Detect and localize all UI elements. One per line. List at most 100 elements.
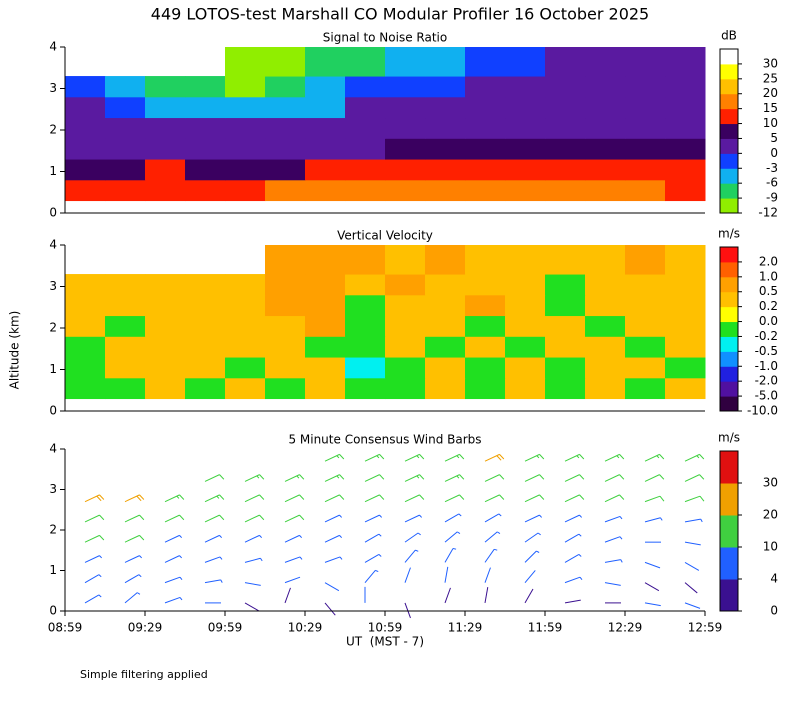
wind-barb [524, 474, 545, 482]
heatmap-cell [545, 315, 586, 337]
heatmap-cell [585, 377, 626, 400]
heatmap-cell [425, 47, 466, 77]
heatmap-cell [345, 274, 386, 296]
y-tick-label: 3 [49, 279, 57, 293]
heatmap-cell [425, 274, 466, 296]
wind-barb [484, 587, 489, 603]
heatmap-cell [545, 377, 586, 400]
heatmap-cell [425, 377, 466, 400]
heatmap-cell [145, 336, 186, 358]
heatmap-cell [145, 377, 186, 400]
heatmap-cell [545, 357, 586, 379]
y-tick-label: 1 [49, 563, 57, 577]
wind-barb [324, 556, 343, 563]
heatmap-cell [225, 159, 266, 181]
heatmap-cell [345, 117, 386, 139]
heatmap-cell [65, 179, 106, 202]
heatmap-cell [185, 138, 226, 160]
colorbar-block [720, 49, 738, 65]
heatmap-cell [665, 96, 706, 119]
colorbar-label: 0 [770, 604, 778, 618]
heatmap-cell [265, 96, 306, 119]
heatmap-cell [385, 47, 426, 77]
heatmap-cell [225, 47, 266, 77]
wind-barb [604, 582, 621, 586]
colorbar-block [720, 123, 738, 139]
colorbar-label: -0.5 [755, 344, 778, 358]
heatmap-cell [625, 159, 666, 181]
heatmap-cell [545, 159, 586, 181]
wind-barb [684, 541, 701, 546]
heatmap-cell [185, 76, 226, 98]
heatmap-cell [105, 179, 146, 202]
heatmap-cell [385, 294, 426, 317]
wind-barb [564, 514, 583, 523]
x-tick-label: 09:59 [208, 621, 243, 635]
heatmap-cell [105, 76, 146, 98]
heatmap-cell [185, 294, 226, 317]
wind-barb [284, 494, 305, 503]
wind-barb [684, 582, 698, 594]
heatmap-cell [585, 179, 626, 202]
colorbar-block [720, 153, 738, 169]
colorbar-label: 0 [770, 146, 778, 160]
wind-barb [404, 532, 421, 543]
heatmap-cell [665, 138, 706, 160]
wind-barb [84, 494, 105, 503]
wind-barb [244, 494, 265, 503]
heatmap-cell [65, 377, 106, 400]
heatmap-cell [585, 96, 626, 119]
heatmap-cell [265, 336, 306, 358]
heatmap-cell [105, 336, 146, 358]
heatmap-cell [305, 179, 346, 202]
heatmap-cell [225, 96, 266, 119]
colorbar-label: -5.0 [755, 389, 778, 403]
wind-barb [644, 453, 665, 462]
wind-barb [204, 514, 225, 523]
colorbar-block [720, 78, 738, 95]
y-tick-label: 2 [49, 123, 57, 137]
colorbar-label: 10 [763, 116, 778, 130]
wind-barb [404, 602, 411, 619]
heatmap-cell [465, 47, 506, 77]
panel-title: Signal to Noise Ratio [323, 31, 447, 45]
heatmap-cell [265, 377, 306, 400]
colorbar-block [720, 483, 738, 516]
colorbar-unit: m/s [718, 431, 740, 445]
heatmap-cell [625, 357, 666, 379]
heatmap-cell [305, 138, 346, 160]
heatmap-cell [665, 274, 706, 296]
heatmap-cell [545, 138, 586, 160]
wind-barb [324, 514, 343, 523]
heatmap-cell [585, 138, 626, 160]
wind-barb [124, 494, 145, 503]
heatmap-cell [585, 159, 626, 181]
heatmap-cell [265, 117, 306, 139]
x-axis-label: UT (MST - 7) [346, 635, 424, 649]
x-tick-label: 11:29 [448, 621, 483, 635]
wind-barb [644, 495, 665, 503]
heatmap-cell [265, 179, 306, 202]
wind-barb [324, 494, 345, 503]
wind-barb [404, 514, 423, 523]
heatmap-cell [305, 47, 346, 77]
heatmap-cell [345, 357, 386, 379]
heatmap-cell [65, 315, 106, 337]
colorbar-block [720, 276, 738, 293]
heatmap-cell [465, 274, 506, 296]
colorbar-block [720, 515, 738, 548]
heatmap-cell [145, 117, 186, 139]
colorbar-block [720, 381, 738, 397]
wind-barb [604, 559, 623, 563]
heatmap-cell [505, 96, 546, 119]
heatmap-cell [625, 96, 666, 119]
wind-barb [364, 453, 385, 462]
wind-barb [124, 555, 143, 563]
heatmap-cell [385, 117, 426, 139]
x-tick-label: 12:59 [688, 621, 723, 635]
y-tick-label: 0 [49, 604, 57, 618]
wind-barb [604, 515, 623, 523]
heatmap-cell [345, 76, 386, 98]
heatmap-cell [545, 274, 586, 296]
heatmap-cell [305, 117, 346, 139]
